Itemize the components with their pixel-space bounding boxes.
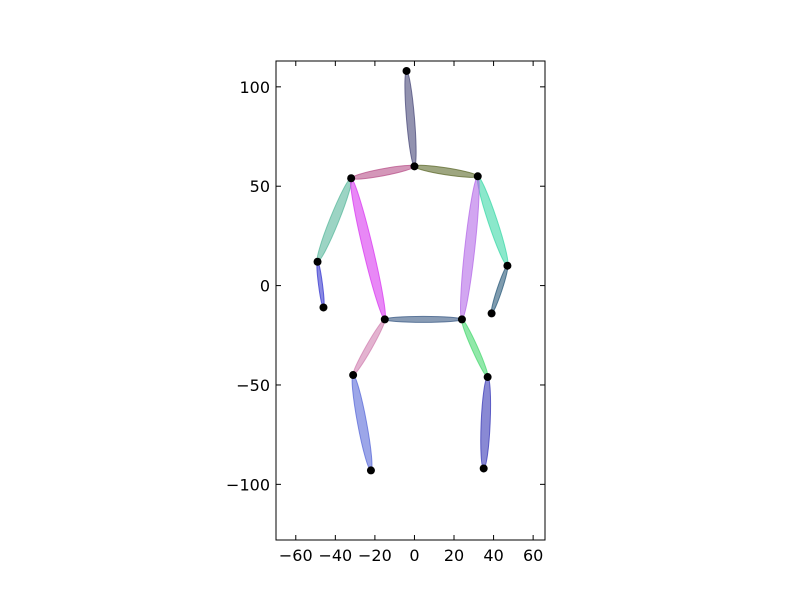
y-tick-label: −100	[226, 475, 270, 494]
joint-l-shoulder	[473, 172, 482, 181]
y-tick-label: 0	[260, 277, 270, 296]
joint-l-wrist	[487, 309, 496, 318]
joint-r-knee	[349, 371, 358, 380]
joint-r-shoulder	[347, 174, 356, 183]
joint-neck	[410, 162, 419, 171]
joint-l-elbow	[503, 261, 512, 270]
joint-r-ankle	[366, 466, 375, 475]
limb-pelvis	[384, 315, 463, 323]
joint-r-elbow	[313, 257, 322, 266]
joints-layer	[313, 66, 512, 475]
joint-head	[402, 66, 411, 75]
ticks-layer	[276, 61, 545, 540]
y-tick-label: −50	[236, 376, 270, 395]
plot-frame	[275, 60, 546, 541]
x-tick-label: 0	[409, 546, 419, 565]
y-tick-label: 100	[239, 78, 270, 97]
joint-l-ankle	[479, 464, 488, 473]
x-tick-label: −40	[318, 546, 352, 565]
joint-l-hip	[457, 315, 466, 324]
y-tick-label: 50	[250, 177, 270, 196]
joint-r-wrist	[319, 303, 328, 312]
x-tick-label: −60	[279, 546, 313, 565]
x-tick-label: 40	[483, 546, 503, 565]
joint-r-hip	[380, 315, 389, 324]
x-tick-label: 60	[523, 546, 543, 565]
x-tick-label: 20	[444, 546, 464, 565]
x-tick-label: −20	[358, 546, 392, 565]
joint-l-knee	[483, 373, 492, 382]
tick-labels-layer: −60 −40 −20 0 20 40 60 100 50 0 −50 −100	[226, 78, 543, 565]
